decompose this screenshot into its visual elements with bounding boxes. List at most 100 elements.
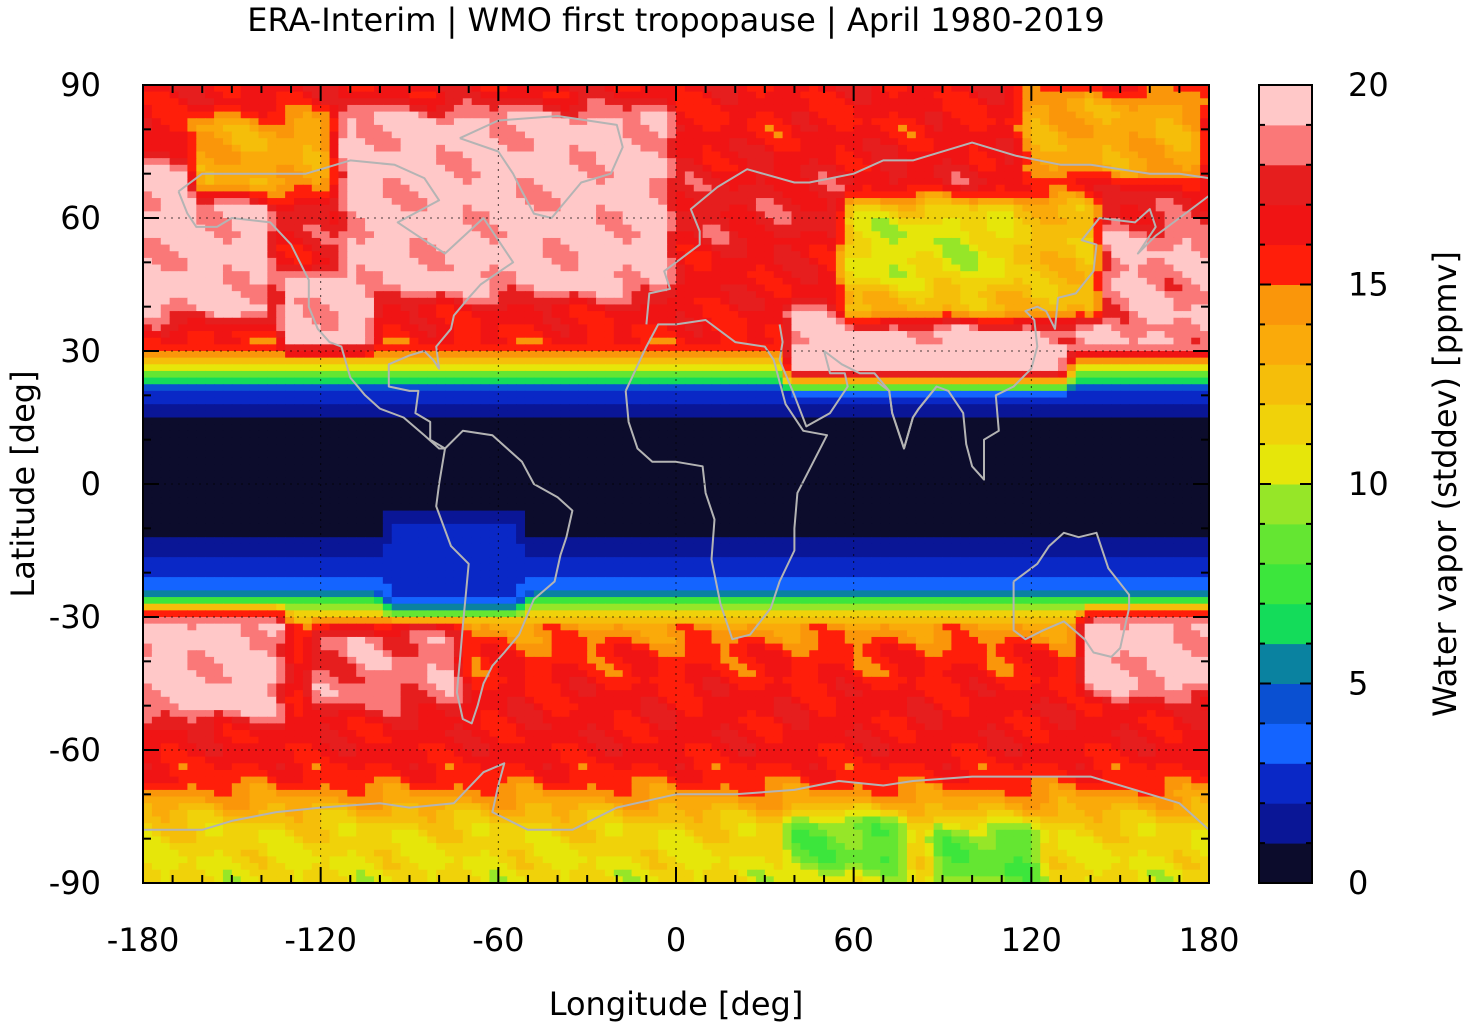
heatmap-cell [640,198,650,206]
heatmap-cell [684,191,695,199]
heatmap-cell [427,337,437,345]
heatmap-cell [409,218,419,226]
heatmap-cell [640,131,650,139]
heatmap-cell [960,344,970,352]
heatmap-cell [986,257,997,266]
heatmap-cell [373,171,384,179]
heatmap-cell [302,237,313,246]
heatmap-cell [747,264,757,272]
heatmap-cell [800,357,810,365]
heatmap-cell [294,304,304,312]
heatmap-cell [720,251,730,259]
heatmap-cell [267,131,277,139]
heatmap-cell [827,118,837,126]
heatmap-cell [1049,164,1059,173]
heatmap-cell [1137,264,1148,272]
heatmap-cell [995,158,1006,166]
heatmap-cell [1004,297,1015,306]
heatmap-cell [294,211,304,219]
heatmap-cell [320,271,331,279]
heatmap-cell [898,85,908,93]
heatmap-cell [906,151,917,159]
heatmap-cell [436,231,446,239]
heatmap-cell [1120,184,1130,192]
heatmap-cell [764,324,775,332]
heatmap-cell [1120,251,1130,259]
heatmap-cell [1102,158,1112,166]
heatmap-cell [1004,284,1015,292]
heatmap-cell [1031,171,1041,179]
heatmap-cell [667,124,677,133]
heatmap-cell [1111,111,1121,119]
heatmap-cell [249,171,260,179]
heatmap-cell [160,144,171,153]
heatmap-cell [711,104,722,113]
heatmap-cell [942,351,952,359]
heatmap-cell [773,251,784,259]
heatmap-cell [942,104,952,113]
heatmap-cell [924,317,935,325]
heatmap-cell [844,144,855,153]
heatmap-cell [622,264,633,272]
heatmap-cell [667,264,677,272]
heatmap-cell [951,237,961,246]
heatmap-cell [196,164,206,173]
heatmap-cell [596,85,606,93]
heatmap-cell [960,111,970,119]
heatmap-cell [356,118,366,126]
heatmap-cell [1066,317,1077,325]
heatmap-cell [747,124,757,133]
heatmap-cell [516,124,526,133]
heatmap-cell [471,91,482,99]
heatmap-cell [1084,91,1095,99]
heatmap-cell [311,124,322,133]
heatmap-cell [320,91,331,99]
heatmap-cell [231,104,242,113]
heatmap-cell [498,118,508,126]
heatmap-cell [978,85,988,93]
heatmap-cell [827,164,837,173]
heatmap-cell [169,184,180,192]
heatmap-cell [471,131,482,139]
heatmap-cell [1191,351,1201,359]
heatmap-cell [640,184,650,192]
heatmap-cell [445,331,455,339]
heatmap-cell [240,337,251,345]
heatmap-cell [311,111,322,119]
heatmap-cell [791,231,801,239]
heatmap-cell [178,264,189,272]
heatmap-cell [649,264,659,272]
heatmap-cell [1200,344,1209,352]
heatmap-cell [604,304,615,312]
heatmap-cell [782,291,793,299]
heatmap-cell [516,91,526,99]
heatmap-cell [1146,158,1157,166]
heatmap-cell [205,151,215,159]
heatmap-cell [1075,251,1086,259]
heatmap-cell [382,264,393,272]
heatmap-cell [1200,164,1209,173]
heatmap-cell [906,317,917,325]
heatmap-cell [418,224,428,232]
heatmap-cell [587,257,597,266]
heatmap-cell [640,351,650,359]
heatmap-cell [471,297,482,306]
heatmap-cell [231,191,242,199]
heatmap-cell [995,311,1006,319]
heatmap-cell [524,104,535,113]
heatmap-cell [773,311,784,319]
heatmap-cell [445,304,455,312]
heatmap-cell [178,271,189,279]
heatmap-cell [1155,244,1166,252]
heatmap-cell [1022,337,1032,345]
heatmap-cell [676,277,686,286]
heatmap-cell [285,311,295,319]
heatmap-cell [320,218,331,226]
heatmap-cell [809,85,819,93]
heatmap-cell [933,317,944,325]
heatmap-cell [285,344,295,352]
heatmap-cell [1182,118,1192,126]
heatmap-cell [1120,104,1130,113]
heatmap-cell [667,277,677,286]
heatmap-cell [871,184,881,192]
